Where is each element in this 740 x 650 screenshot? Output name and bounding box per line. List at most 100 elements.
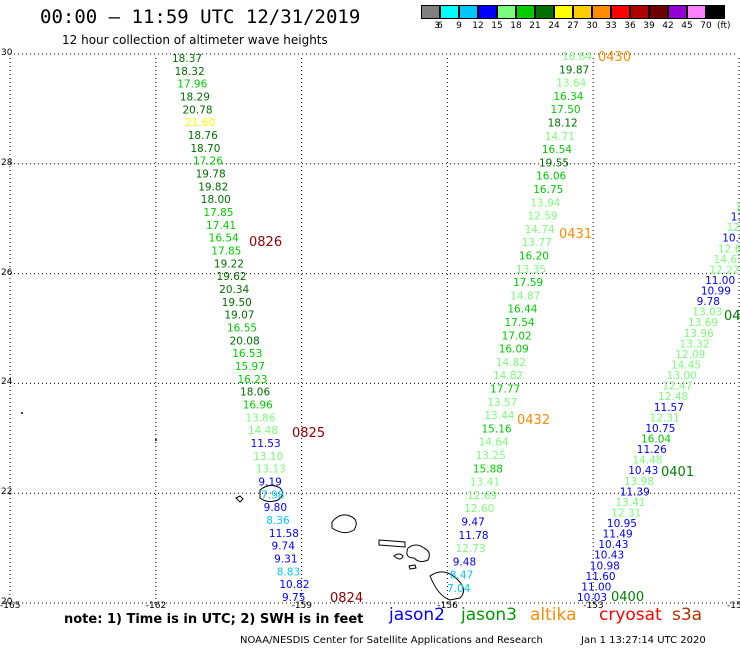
scale-swatch: [516, 5, 535, 19]
swh-value: 16.09: [499, 344, 529, 356]
swh-value: 12.31: [611, 507, 641, 519]
scale-label: 9: [456, 21, 462, 31]
scale-swatch: [630, 5, 649, 19]
swh-value: 18.29: [180, 92, 210, 104]
swh-value: 12.73: [456, 543, 486, 555]
swh-value: 12.69: [467, 490, 497, 502]
pass-time-label: 0431: [559, 227, 592, 242]
swh-value: 9.19: [258, 477, 281, 489]
legend-s3a: s3a: [672, 605, 703, 625]
legend-jason2: jason2: [389, 605, 445, 625]
footer-timestamp: Jan 1 13:27:14 UTC 2020: [581, 635, 706, 646]
scale-swatch: [611, 5, 630, 19]
swh-value: 19.50: [222, 297, 252, 309]
scale-swatch: [478, 5, 497, 19]
swh-value: 13.35: [516, 264, 546, 276]
swh-value: 18.12: [548, 118, 578, 130]
island-kauai: [259, 484, 284, 503]
altimeter-tracks: 18.3718.3217.9618.2920.7821.6018.7618.70…: [172, 51, 740, 604]
swh-value: 18.37: [172, 53, 202, 65]
swh-value: 15.16: [482, 423, 512, 435]
legend-note: note: 1) Time is in UTC; 2) SWH is in fe…: [64, 612, 364, 627]
coastline: [21, 412, 464, 601]
swh-value: 9.80: [264, 502, 287, 514]
scale-label: 21: [529, 21, 541, 31]
scale-swatch: [668, 5, 687, 19]
swh-value: 9.75: [282, 592, 305, 604]
swh-value: 11.00: [581, 581, 611, 593]
footer-credit: NOAA/NESDIS Center for Satellite Applica…: [240, 635, 543, 646]
lat-label: 20: [1, 597, 13, 607]
swh-value: 11.0: [731, 212, 740, 224]
pass-time-label: 04: [724, 309, 740, 324]
swh-value: 10.75: [645, 423, 675, 435]
swh-value: 7.98: [261, 489, 284, 501]
lat-label: 30: [1, 48, 13, 58]
lon-label: -153: [583, 601, 604, 611]
swh-value: 7.04: [447, 583, 471, 595]
swh-value: 14.67: [714, 254, 740, 266]
swh-value: 16.75: [533, 184, 563, 196]
scale-label: 6: [437, 21, 443, 31]
swh-value: 16.20: [519, 251, 549, 263]
swh-value: 11.53: [251, 438, 281, 450]
swh-value: 13.00: [667, 370, 697, 382]
scale-swatch: [573, 5, 592, 19]
lat-label: 22: [1, 487, 13, 498]
scale-swatch: [554, 5, 573, 19]
pass-time-label: 0401: [661, 465, 694, 480]
swh-value: 19.07: [224, 310, 254, 322]
swh-value: 10.99: [701, 286, 731, 298]
scale-swatch: [592, 5, 611, 19]
lat-label: 28: [1, 157, 13, 168]
swh-value: 12.63: [718, 243, 740, 255]
graticule: [9, 53, 740, 604]
swh-value: 19.87: [559, 64, 589, 76]
swh-value: 13.94: [530, 197, 560, 209]
swh-value: 14.64: [479, 437, 509, 449]
swh-value: 11.57: [654, 402, 684, 414]
scale-label: 12: [472, 21, 484, 31]
swh-value: 13.13: [256, 464, 286, 476]
swh-value: 12.59: [528, 211, 558, 223]
swh-value: 17.41: [206, 220, 236, 232]
swh-value: 10.43: [628, 465, 658, 477]
swh-value: 10.03: [577, 592, 607, 604]
swh-value: 18.70: [190, 143, 220, 155]
scale-label: 27: [567, 21, 579, 31]
scale-label: 15: [491, 21, 503, 31]
swh-value: 16.06: [536, 171, 566, 183]
swh-value: 19.82: [198, 181, 228, 193]
swh-value: 10.98: [590, 560, 620, 572]
swh-value: 18.32: [175, 66, 205, 78]
swh-value: 14.45: [671, 360, 701, 372]
swh-value: 10.95: [607, 518, 637, 530]
swh-value: 12.47: [662, 381, 692, 393]
swh-value: 11.39: [620, 486, 650, 498]
swh-value: 17.85: [211, 246, 241, 258]
scale-swatch: [459, 5, 478, 19]
swh-value: 17.26: [193, 156, 223, 168]
swh-value: 13.03: [692, 307, 722, 319]
swh-value: 9.48: [453, 556, 476, 568]
scale-swatch: [421, 5, 440, 19]
scale-label: 36: [624, 21, 636, 31]
swh-value: 8.83: [277, 566, 300, 578]
swh-value: 12.6: [726, 222, 740, 234]
pass-time-label: 0400: [611, 590, 644, 605]
swh-value: 11.60: [586, 571, 616, 583]
swh-value: 20.08: [230, 335, 260, 347]
swh-value: 13.96: [684, 328, 714, 340]
swh-value: 13.25: [476, 450, 506, 462]
swh-value: 14.82: [496, 357, 526, 369]
swh-value: 17.50: [551, 104, 581, 116]
swh-value: 17.96: [177, 79, 207, 91]
pass-time-label: 0430: [598, 50, 631, 65]
swh-value: 17.54: [505, 317, 535, 329]
swh-value: 19.62: [217, 271, 247, 283]
swh-value: 9.47: [461, 517, 484, 529]
lon-label: -150: [727, 601, 740, 611]
islet: [21, 412, 23, 414]
